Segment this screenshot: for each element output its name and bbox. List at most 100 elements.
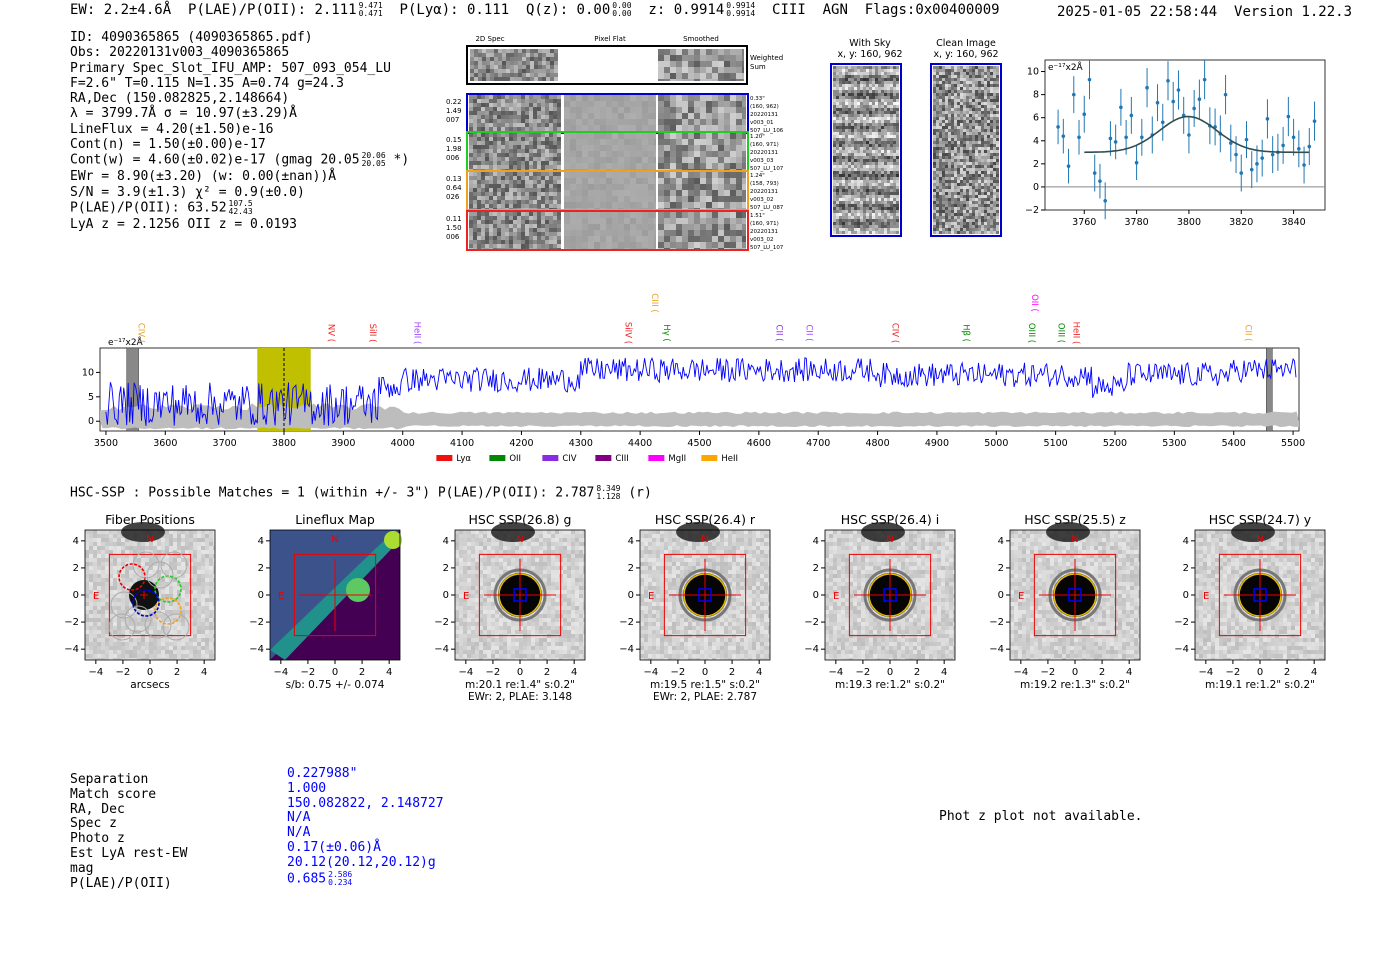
noise-pixel [497, 188, 501, 192]
noise-pixel [736, 61, 742, 67]
noise-pixel [996, 165, 999, 168]
spec-xtick-label: 4400 [628, 438, 652, 449]
noise-pixel [177, 530, 181, 534]
noise-pixel [939, 213, 942, 216]
noise-pixel [600, 178, 606, 184]
noise-pixel [872, 228, 875, 231]
noise-pixel [718, 107, 724, 113]
noise-pixel [839, 186, 842, 189]
noise-pixel [869, 144, 872, 147]
noise-pixel [896, 114, 899, 117]
noise-pixel [545, 216, 549, 220]
noise-pixel [966, 186, 969, 189]
noise-pixel [724, 178, 730, 184]
noise-pixel [839, 78, 842, 81]
noise-pixel [510, 61, 514, 65]
noise-pixel [833, 84, 836, 87]
noise-pixel [945, 183, 948, 186]
noise-pixel [501, 161, 505, 165]
noise-pixel [502, 49, 506, 53]
noise-pixel [860, 66, 863, 69]
noise-pixel [936, 231, 939, 234]
noise-pixel [842, 84, 845, 87]
noise-pixel [842, 108, 845, 111]
noise-pixel [481, 99, 485, 103]
noise-pixel [993, 231, 996, 234]
noise-pixel [881, 72, 884, 75]
noise-pixel [521, 133, 525, 137]
noise-pixel [836, 123, 839, 126]
noise-pixel [537, 103, 541, 107]
noise-pixel [890, 141, 893, 144]
noise-pixel [863, 201, 866, 204]
noise-pixel [542, 57, 546, 61]
noise-pixel [845, 72, 848, 75]
noise-pixel [469, 165, 473, 169]
noise-pixel [670, 184, 676, 190]
noise-pixel [939, 84, 942, 87]
noise-pixel [933, 135, 936, 138]
noise-pixel [857, 123, 860, 126]
noise-pixel [606, 224, 612, 230]
noise-pixel [966, 114, 969, 117]
noise-pixel [881, 90, 884, 93]
noise-pixel [481, 180, 485, 184]
noise-pixel [942, 144, 945, 147]
noise-pixel [570, 212, 576, 218]
noise-pixel [945, 81, 948, 84]
noise-pixel [869, 204, 872, 207]
noise-pixel [978, 75, 981, 78]
hsc-band: (r) [628, 485, 652, 501]
noise-pixel [960, 117, 963, 120]
noise-pixel [984, 72, 987, 75]
noise-pixel [109, 542, 113, 546]
noise-pixel [612, 218, 618, 224]
noise-pixel [960, 126, 963, 129]
cutout-row-right-label: v003_02 [750, 237, 774, 243]
noise-pixel [875, 81, 878, 84]
noise-pixel [993, 147, 996, 150]
noise-pixel [869, 201, 872, 204]
noise-pixel [957, 102, 960, 105]
noise-pixel [854, 162, 857, 165]
noise-pixel [857, 93, 860, 96]
noise-pixel [966, 228, 969, 231]
noise-pixel [893, 117, 896, 120]
noise-pixel [557, 192, 561, 196]
noise-pixel [872, 219, 875, 222]
noise-pixel [636, 184, 642, 190]
noise-pixel [942, 141, 945, 144]
noise-pixel [481, 200, 485, 204]
noise-pixel [525, 216, 529, 220]
noise-pixel [890, 231, 893, 234]
noise-pixel [517, 240, 521, 244]
noise-pixel [642, 139, 648, 145]
noise-pixel [474, 65, 478, 69]
noise-pixel [730, 218, 736, 224]
noise-pixel [509, 157, 513, 161]
info-contw-lo: 20.05 [361, 159, 386, 169]
noise-pixel [700, 101, 706, 107]
noise-pixel [648, 224, 654, 230]
noise-pixel [193, 538, 197, 542]
noise-pixel [863, 216, 866, 219]
noise-pixel [936, 69, 939, 72]
noise-pixel [493, 99, 497, 103]
noise-pixel [648, 101, 654, 107]
noise-pixel [948, 114, 951, 117]
noise-pixel [658, 113, 664, 119]
fit-data-point [1228, 141, 1233, 145]
noise-pixel [582, 133, 588, 139]
noise-pixel [521, 244, 525, 248]
fit-data-point [1255, 162, 1259, 166]
noise-pixel [945, 156, 948, 159]
noise-pixel [857, 165, 860, 168]
noise-pixel [181, 530, 185, 534]
noise-pixel [682, 107, 688, 113]
noise-pixel [884, 123, 887, 126]
noise-pixel [742, 67, 744, 73]
noise-pixel [939, 216, 942, 219]
noise-pixel [951, 108, 954, 111]
noise-pixel [945, 231, 948, 234]
noise-pixel [654, 125, 656, 131]
